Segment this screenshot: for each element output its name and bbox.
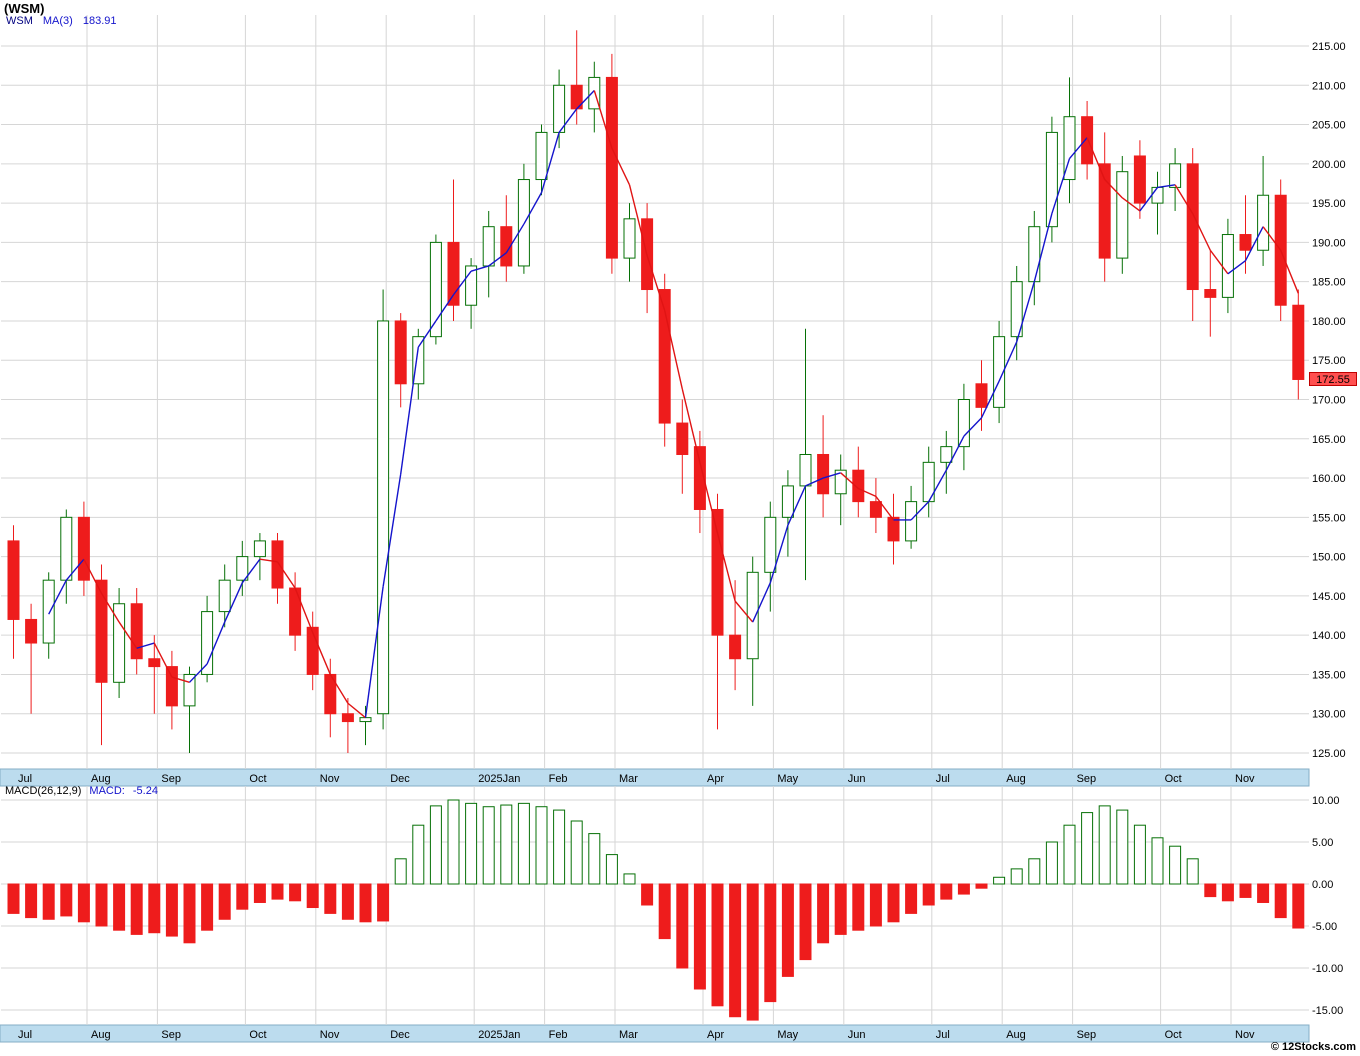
macd-value: -5.24 — [132, 785, 158, 797]
svg-text:Nov: Nov — [1235, 1029, 1255, 1041]
svg-text:200.00: 200.00 — [1312, 159, 1346, 171]
svg-text:170.00: 170.00 — [1312, 395, 1346, 407]
svg-text:190.00: 190.00 — [1312, 237, 1346, 249]
svg-text:Apr: Apr — [707, 773, 724, 785]
svg-text:Nov: Nov — [320, 1029, 340, 1041]
svg-text:130.00: 130.00 — [1312, 709, 1346, 721]
svg-text:150.00: 150.00 — [1312, 552, 1346, 564]
svg-text:Jul: Jul — [18, 773, 32, 785]
svg-text:Apr: Apr — [707, 1029, 724, 1041]
svg-text:Jul: Jul — [18, 1029, 32, 1041]
svg-text:195.00: 195.00 — [1312, 198, 1346, 210]
svg-text:5.00: 5.00 — [1312, 837, 1333, 849]
svg-text:Oct: Oct — [249, 1029, 266, 1041]
svg-text:205.00: 205.00 — [1312, 120, 1346, 132]
svg-text:Aug: Aug — [1006, 1029, 1026, 1041]
svg-text:Feb: Feb — [549, 1029, 568, 1041]
svg-text:185.00: 185.00 — [1312, 277, 1346, 289]
svg-text:10.00: 10.00 — [1312, 795, 1340, 807]
svg-text:-15.00: -15.00 — [1312, 1005, 1343, 1017]
svg-text:2025Jan: 2025Jan — [478, 1029, 520, 1041]
svg-text:May: May — [777, 773, 798, 785]
svg-text:Jul: Jul — [936, 773, 950, 785]
svg-text:-10.00: -10.00 — [1312, 963, 1343, 975]
svg-text:0.00: 0.00 — [1312, 879, 1333, 891]
svg-text:2025Jan: 2025Jan — [478, 773, 520, 785]
svg-text:125.00: 125.00 — [1312, 748, 1346, 760]
svg-text:160.00: 160.00 — [1312, 473, 1346, 485]
macd-params-label: MACD(26,12,9) — [5, 785, 82, 797]
svg-text:Nov: Nov — [320, 773, 340, 785]
macd-legend: MACD(26,12,9) MACD: -5.24 — [5, 785, 166, 797]
svg-text:Oct: Oct — [1165, 1029, 1182, 1041]
svg-text:Sep: Sep — [161, 1029, 181, 1041]
page-title: (WSM) — [4, 1, 45, 16]
last-price-badge: 172.55 — [1309, 372, 1357, 387]
svg-text:Mar: Mar — [619, 1029, 638, 1041]
svg-text:-5.00: -5.00 — [1312, 921, 1337, 933]
svg-text:210.00: 210.00 — [1312, 80, 1346, 92]
svg-text:Sep: Sep — [161, 773, 181, 785]
svg-text:Feb: Feb — [549, 773, 568, 785]
svg-text:Jun: Jun — [848, 773, 866, 785]
svg-text:Sep: Sep — [1077, 1029, 1097, 1041]
svg-text:Jul: Jul — [936, 1029, 950, 1041]
copyright: © 12Stocks.com — [1270, 1041, 1356, 1053]
svg-text:165.00: 165.00 — [1312, 434, 1346, 446]
price-legend: WSM MA(3) 183.91 — [6, 15, 127, 27]
svg-text:Aug: Aug — [91, 1029, 111, 1041]
svg-text:135.00: 135.00 — [1312, 669, 1346, 681]
svg-text:Oct: Oct — [1165, 773, 1182, 785]
svg-text:Nov: Nov — [1235, 773, 1255, 785]
svg-text:May: May — [777, 1029, 798, 1041]
svg-text:Sep: Sep — [1077, 773, 1097, 785]
svg-text:140.00: 140.00 — [1312, 630, 1346, 642]
macd-value-label: MACD: — [89, 785, 125, 797]
legend-ma-label: MA(3) — [42, 15, 73, 27]
svg-text:145.00: 145.00 — [1312, 591, 1346, 603]
legend-symbol: WSM — [6, 15, 33, 27]
svg-text:Aug: Aug — [1006, 773, 1026, 785]
svg-text:175.00: 175.00 — [1312, 355, 1346, 367]
svg-text:Jun: Jun — [848, 1029, 866, 1041]
svg-text:Dec: Dec — [390, 1029, 410, 1041]
svg-text:Aug: Aug — [91, 773, 111, 785]
svg-text:180.00: 180.00 — [1312, 316, 1346, 328]
svg-text:Oct: Oct — [249, 773, 266, 785]
legend-ma-value: 183.91 — [82, 15, 117, 27]
svg-text:Mar: Mar — [619, 773, 638, 785]
svg-text:Dec: Dec — [390, 773, 410, 785]
svg-text:155.00: 155.00 — [1312, 512, 1346, 524]
svg-text:215.00: 215.00 — [1312, 41, 1346, 53]
